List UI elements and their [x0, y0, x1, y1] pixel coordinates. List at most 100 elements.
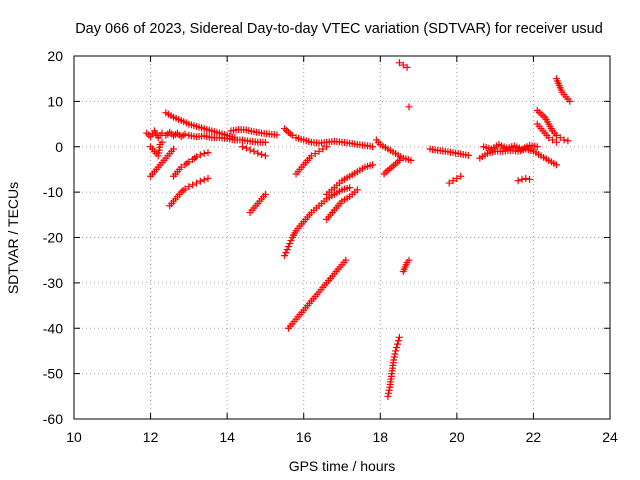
data-point	[315, 147, 323, 155]
series-arc-14	[323, 186, 361, 223]
data-marks	[143, 59, 574, 400]
x-tick-label: 24	[602, 429, 618, 445]
data-point	[284, 243, 292, 251]
data-point	[552, 161, 560, 169]
data-point	[552, 131, 560, 139]
data-point	[273, 131, 281, 139]
data-point	[261, 138, 269, 146]
data-point	[395, 59, 403, 67]
series-arc-08	[238, 143, 269, 160]
data-point	[390, 353, 398, 361]
y-tick-label: -60	[43, 411, 63, 427]
data-point	[204, 149, 212, 157]
y-axis-label: SDTVAR / TECUs	[5, 182, 21, 294]
data-point	[395, 333, 403, 341]
y-tick-label: -20	[43, 230, 63, 246]
data-point	[242, 144, 250, 152]
series-arc-18	[395, 59, 411, 71]
x-tick-label: 20	[449, 429, 465, 445]
series-arc-22	[426, 145, 472, 159]
data-point	[552, 138, 560, 146]
data-point	[170, 145, 178, 153]
x-tick-label: 14	[219, 429, 235, 445]
series-arc-20	[399, 256, 413, 276]
series-arc-03	[147, 138, 166, 160]
data-point	[193, 179, 201, 187]
x-tick-label: 10	[66, 429, 82, 445]
data-point	[238, 143, 246, 151]
data-point	[181, 185, 189, 193]
series-arc-28	[533, 120, 560, 146]
y-tick-label: 0	[55, 139, 63, 155]
data-point	[246, 146, 254, 154]
series-arc-11	[292, 143, 331, 178]
data-point	[286, 240, 294, 248]
x-tick-label: 22	[526, 429, 542, 445]
y-tick-label: -30	[43, 275, 63, 291]
series-arc-29	[552, 75, 574, 105]
x-tick-label: 12	[143, 429, 159, 445]
grid	[74, 56, 610, 419]
data-point	[545, 134, 553, 142]
data-point	[518, 175, 526, 183]
data-point	[288, 131, 296, 139]
series-arc-25	[480, 140, 541, 153]
series-arc-27	[533, 106, 572, 145]
data-point	[390, 356, 398, 364]
data-point	[566, 97, 574, 105]
data-point	[405, 103, 413, 111]
chart-title: Day 066 of 2023, Sidereal Day-to-day VTE…	[75, 21, 603, 37]
data-point	[514, 177, 522, 185]
data-point	[319, 145, 327, 153]
axis-ticks: 10 12 14 16 18 20 22 24 -60 -50 -40 -30 -20 -10 0 10 20	[43, 48, 618, 445]
data-point	[193, 153, 201, 161]
data-point	[522, 175, 530, 183]
y-tick-label: 20	[47, 48, 63, 64]
data-point	[261, 152, 269, 160]
data-point	[281, 252, 289, 260]
series-arc-04	[147, 145, 178, 180]
series-arc-19	[405, 103, 413, 111]
data-point	[549, 136, 557, 144]
series-arc-26	[514, 175, 534, 185]
data-point	[311, 150, 319, 158]
data-point	[189, 181, 197, 189]
series-arc-16	[372, 136, 415, 164]
data-point	[196, 151, 204, 159]
series-arc-17	[380, 156, 403, 178]
data-point	[564, 137, 572, 145]
data-point	[403, 63, 411, 71]
data-point	[323, 143, 331, 151]
data-point	[181, 130, 189, 138]
data-point	[384, 392, 392, 400]
data-point	[158, 138, 166, 146]
x-tick-label: 16	[296, 429, 312, 445]
series-arc-02	[162, 109, 239, 142]
data-point	[158, 129, 166, 137]
data-point	[391, 350, 399, 358]
data-point	[393, 344, 401, 352]
data-point	[307, 152, 315, 160]
data-point	[464, 151, 472, 159]
series-arc-07	[227, 126, 281, 139]
data-point	[399, 61, 407, 69]
data-point	[250, 147, 258, 155]
data-point	[254, 149, 262, 157]
series-arc-21	[384, 333, 403, 400]
y-tick-label: 10	[47, 93, 63, 109]
data-point	[283, 246, 291, 254]
data-point	[342, 256, 350, 264]
series-arc-13	[281, 184, 354, 260]
data-point	[445, 179, 453, 187]
series-arc-15	[323, 161, 377, 198]
data-point	[261, 190, 269, 198]
data-point	[353, 186, 361, 194]
data-point	[453, 175, 461, 183]
data-point	[287, 237, 295, 245]
data-point	[392, 347, 400, 355]
data-point	[395, 156, 403, 164]
data-point	[231, 134, 239, 142]
x-tick-label: 18	[372, 429, 388, 445]
data-point	[204, 175, 212, 183]
